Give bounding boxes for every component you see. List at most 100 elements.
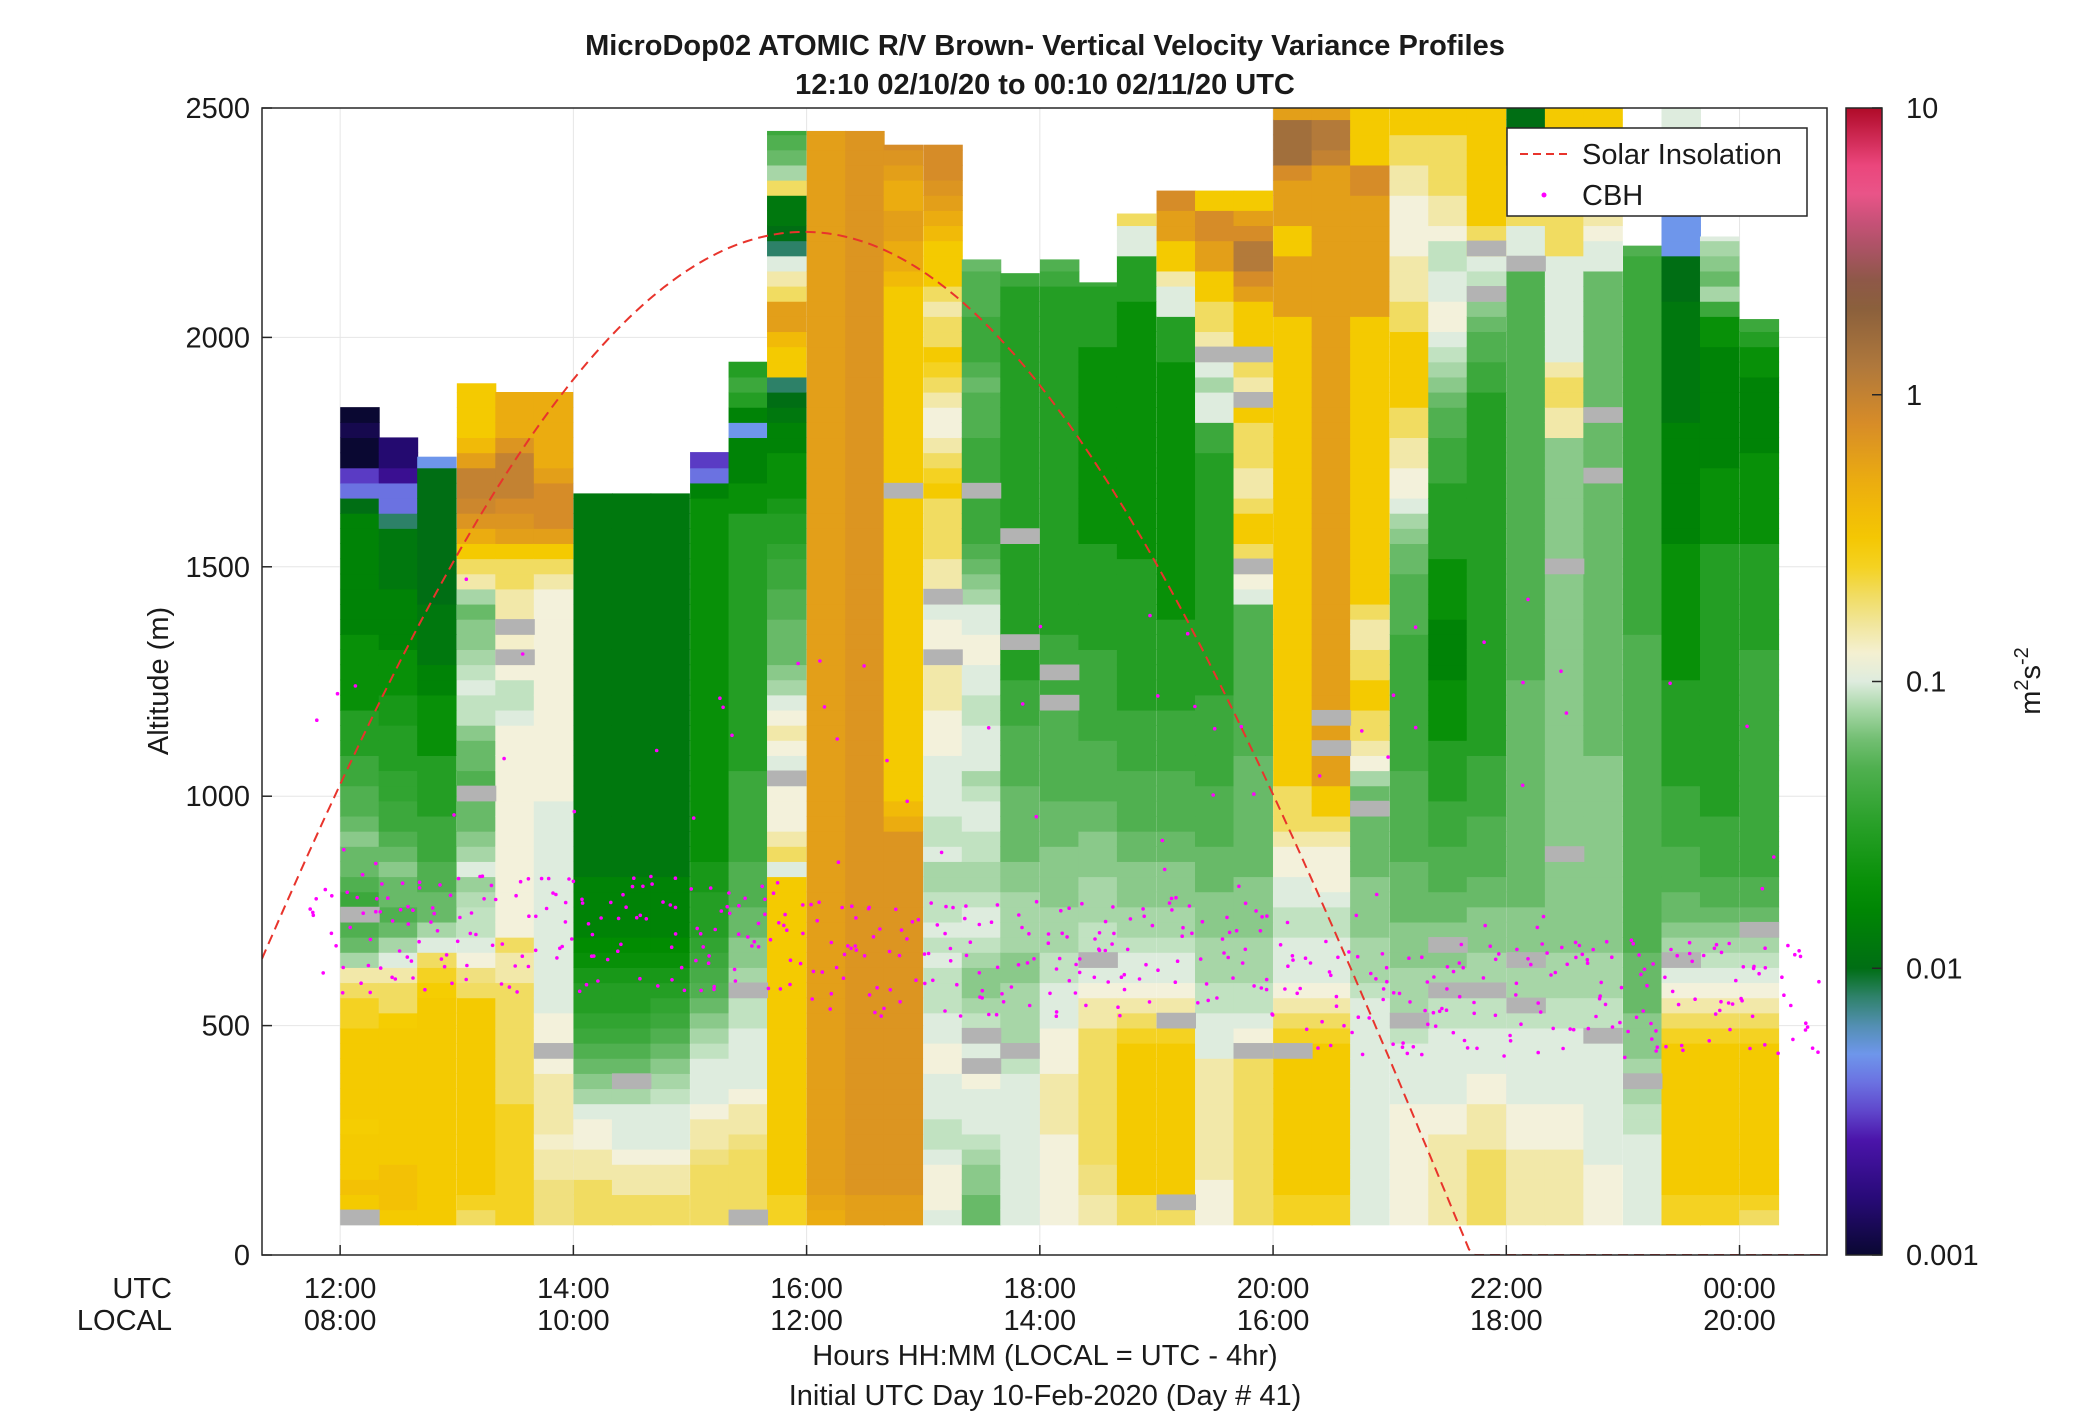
cbh-point (879, 1014, 883, 1018)
cbh-point (1797, 949, 1801, 953)
heatmap-cell (1389, 210, 1430, 227)
heatmap-cell (806, 513, 847, 529)
heatmap-cell (1428, 725, 1468, 741)
cbh-point (448, 893, 453, 898)
cbh-point (432, 911, 437, 916)
heatmap-cell-gray (1544, 558, 1585, 575)
heatmap-cell (767, 392, 807, 408)
heatmap-cell (1116, 301, 1157, 317)
cbh-point (689, 887, 693, 891)
heatmap-cell (690, 634, 730, 650)
heatmap-cell (767, 755, 807, 772)
cbh-point (737, 903, 741, 908)
heatmap-cell (961, 588, 1002, 605)
cbh-point (1074, 962, 1078, 967)
heatmap-cell (1623, 921, 1663, 938)
cbh-point (406, 904, 410, 909)
heatmap-cell (923, 482, 963, 499)
heatmap-cell (1544, 921, 1585, 938)
heatmap-cell (1699, 407, 1740, 423)
cbh-point (1103, 948, 1108, 953)
heatmap-cell (1195, 482, 1235, 499)
heatmap-cell (767, 1012, 807, 1029)
heatmap-cell (1233, 1073, 1273, 1090)
heatmap-cell (1311, 361, 1352, 378)
heatmap-cell (1311, 1133, 1352, 1150)
heatmap-cell (1116, 876, 1157, 893)
heatmap-cell (1623, 997, 1663, 1014)
heatmap-cell (573, 1088, 613, 1105)
cbh-point (1054, 967, 1059, 971)
legend-box (1506, 127, 1808, 217)
heatmap-cell (728, 906, 769, 923)
heatmap-cell (1000, 800, 1040, 817)
heatmap-cell (1116, 467, 1157, 484)
heatmap-cell (767, 588, 807, 605)
heatmap-cell (1039, 331, 1080, 348)
heatmap-cell (806, 437, 847, 454)
heatmap-cell (1661, 831, 1701, 847)
x-axis-label-secondary: Initial UTC Day 10-Feb-2020 (Day # 41) (789, 1380, 1302, 1412)
heatmap-cell (1623, 543, 1663, 560)
cbh-point (502, 756, 506, 761)
heatmap-cell (1428, 1058, 1468, 1074)
heatmap-cell (1428, 316, 1468, 333)
heatmap-cell-gray (340, 1209, 380, 1226)
heatmap-cell (1506, 846, 1546, 862)
cbh-point (1334, 994, 1339, 999)
heatmap-cell (1583, 876, 1623, 893)
heatmap-cell (806, 967, 847, 984)
cbh-point (1598, 994, 1602, 998)
heatmap-cell (1389, 664, 1430, 681)
heatmap-cell (728, 1058, 769, 1074)
heatmap-cell (1273, 225, 1313, 242)
heatmap-cell (1623, 422, 1663, 439)
heatmap-cell (378, 1164, 419, 1180)
heatmap-cell (728, 876, 769, 893)
cbh-point (1741, 965, 1746, 969)
cbh-point (417, 880, 422, 884)
heatmap-cell (767, 270, 807, 287)
heatmap-cell (1389, 997, 1430, 1014)
heatmap-cell (845, 346, 885, 363)
heatmap-cell (1699, 236, 1740, 242)
heatmap-cell (690, 967, 730, 984)
heatmap-cell (923, 346, 963, 363)
heatmap-cell (1661, 1179, 1701, 1196)
heatmap-cell (767, 130, 807, 136)
heatmap-cell (1699, 603, 1740, 620)
heatmap-cell (611, 967, 652, 984)
heatmap-cell (883, 286, 924, 302)
heatmap-cell (690, 649, 730, 666)
heatmap-cell (1195, 195, 1235, 211)
cbh-point (1303, 956, 1308, 960)
heatmap-cell (495, 1209, 535, 1226)
cbh-point (1260, 915, 1264, 919)
heatmap-cell (1311, 240, 1352, 257)
heatmap-cell (883, 831, 924, 847)
heatmap-cell (1000, 921, 1040, 938)
cbh-point (1106, 980, 1110, 984)
heatmap-cell (1661, 376, 1701, 393)
heatmap-cell (1428, 921, 1468, 938)
heatmap-cell (961, 1073, 1002, 1090)
heatmap-cell (923, 558, 963, 575)
heatmap-cell (1195, 210, 1235, 227)
heatmap-cell (1195, 891, 1235, 908)
heatmap-cell (1389, 452, 1430, 469)
heatmap-cell (495, 921, 535, 938)
cbh-point (1432, 975, 1436, 979)
heatmap-cell (845, 891, 885, 908)
heatmap-cell (845, 225, 885, 242)
cbh-point (411, 908, 415, 912)
heatmap-cell (1039, 800, 1080, 817)
heatmap-cell (533, 1179, 574, 1196)
heatmap-cell (1583, 376, 1623, 393)
heatmap-cell (573, 497, 613, 514)
heatmap-cell (1273, 1073, 1313, 1090)
heatmap-cell (806, 921, 847, 938)
heatmap-cell (1350, 1149, 1390, 1165)
cbh-point (515, 990, 519, 994)
heatmap-cell (1000, 785, 1040, 802)
heatmap-cell-gray (1466, 982, 1507, 999)
